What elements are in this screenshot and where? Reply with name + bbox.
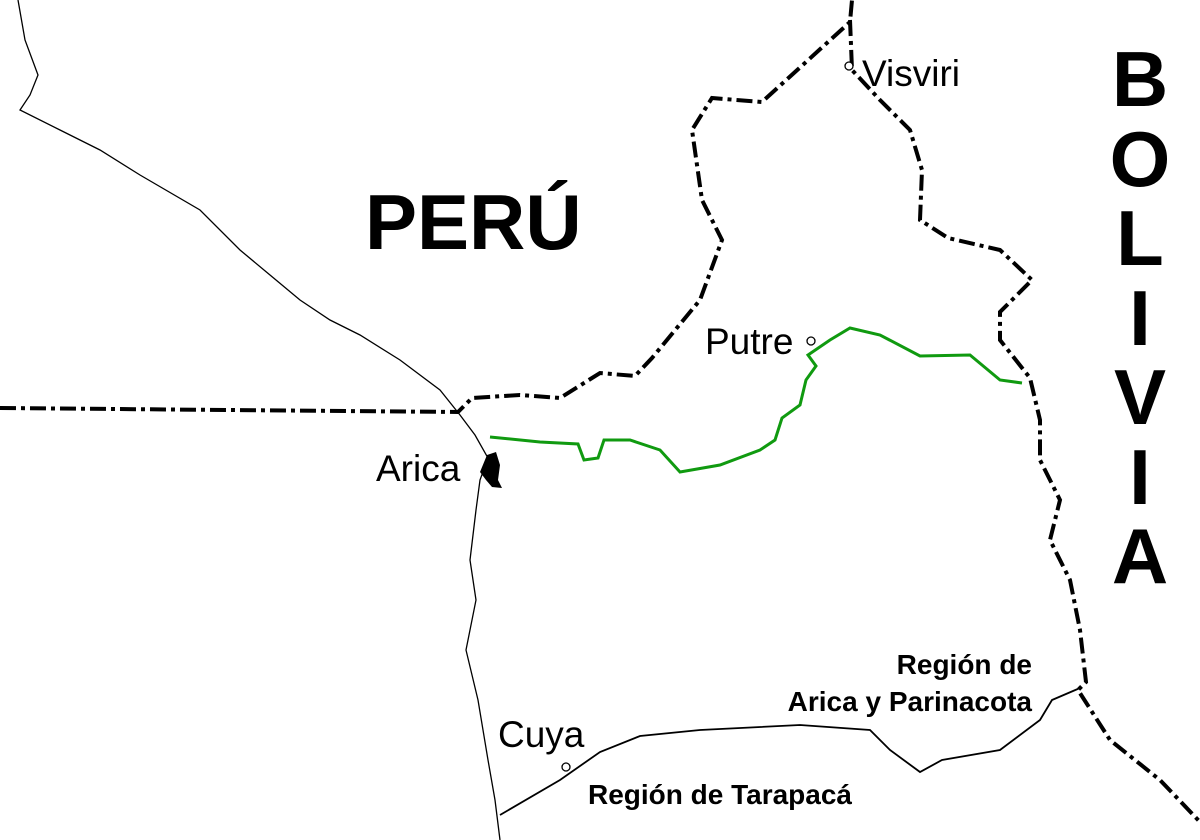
bolivia-letter: A: [1111, 512, 1169, 600]
town-label-putre: Putre: [705, 321, 794, 362]
country-label-bolivia: B O L I V I A: [1108, 35, 1172, 600]
peru-chile-border: [0, 0, 854, 415]
town-label-cuya: Cuya: [498, 714, 585, 755]
bolivia-chile-border: [848, 19, 1200, 824]
coastline: [17, 0, 501, 840]
cuya-marker: [561, 762, 571, 772]
region-label-arica-line1: Región de: [896, 649, 1032, 680]
country-label-peru: PERÚ: [365, 178, 582, 266]
bolivia-letter: I: [1129, 273, 1151, 362]
town-label-arica: Arica: [376, 448, 461, 489]
route: [489, 326, 1023, 474]
bolivia-letter: I: [1129, 432, 1151, 521]
region-label-arica-line2: Arica y Parinacota: [787, 686, 1032, 717]
region-boundary: [499, 687, 1081, 816]
bolivia-letter: O: [1109, 114, 1171, 203]
bolivia-letter: L: [1116, 194, 1164, 282]
bolivia-letter: B: [1111, 35, 1169, 123]
arica-city: [480, 452, 502, 488]
town-label-visviri: Visviri: [862, 53, 960, 94]
putre-marker: [806, 336, 816, 346]
region-label-tarapaca: Región de Tarapacá: [588, 779, 853, 810]
visviri-marker: [844, 61, 854, 71]
bolivia-letter: V: [1113, 353, 1167, 441]
